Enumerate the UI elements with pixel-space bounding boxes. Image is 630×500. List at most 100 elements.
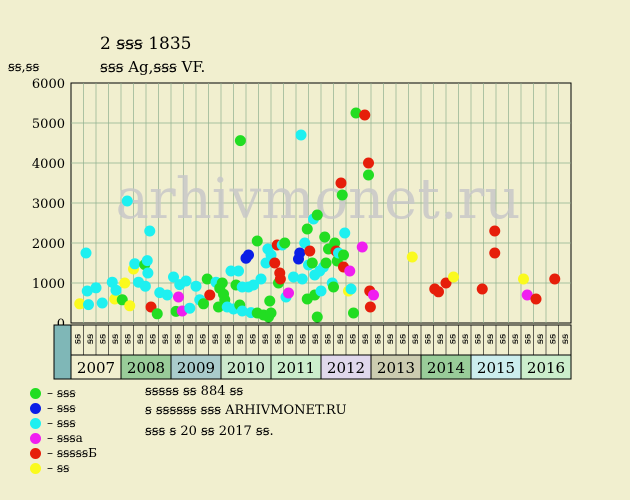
data-point-green bbox=[279, 237, 291, 249]
red-dot-icon bbox=[30, 447, 41, 459]
data-point-green bbox=[251, 235, 263, 247]
data-point-red bbox=[335, 177, 347, 189]
data-point-cyan bbox=[142, 267, 154, 279]
y-tick-label: 6000 bbox=[32, 77, 65, 92]
data-point-red bbox=[269, 257, 281, 269]
x-axis-years: ꞩꞩ ꞩꞩ ꞩꞩ ꞩꞩ ꞩꞩ ꞩꞩ ꞩꞩ ꞩꞩ ꞩꞩ ꞩꞩ ꞩꞩ ꞩꞩ ꞩꞩ ꞩꞩ ꞩꞩ ꞩꞩ ꞩꞩ ꞩꞩ ꞩꞩ ꞩꞩ… bbox=[53, 324, 572, 380]
quarter-label: ꞩꞩ bbox=[185, 333, 196, 344]
data-point-cyan bbox=[255, 273, 267, 285]
data-point-green bbox=[320, 257, 332, 269]
data-point-red bbox=[364, 301, 376, 313]
data-point-cyan bbox=[110, 284, 122, 296]
quarter-label: ꞩꞩ bbox=[435, 333, 446, 344]
legend-item-magenta: – ꞩꞩꞩa bbox=[30, 431, 83, 445]
quarter-label: ꞩꞩ bbox=[385, 333, 396, 344]
year-band-2009 bbox=[170, 354, 222, 380]
data-point-cyan bbox=[121, 195, 133, 207]
data-point-red bbox=[204, 289, 216, 301]
data-point-blue bbox=[294, 247, 306, 259]
year-label: 2007 bbox=[77, 359, 115, 377]
data-point-green bbox=[116, 294, 128, 306]
yellow-dot-icon bbox=[30, 462, 41, 474]
data-point-green bbox=[198, 298, 209, 310]
data-point-magenta bbox=[173, 291, 184, 303]
legend-label: – ꞩꞩꞩꞩꞩБ bbox=[47, 446, 97, 460]
y-tick-label: 4000 bbox=[32, 157, 65, 172]
data-point-green bbox=[306, 257, 318, 269]
quarter-label: ꞩꞩ bbox=[172, 333, 183, 344]
legend-item-cyan: – ꞩꞩꞩ bbox=[30, 416, 76, 430]
legend-label: – ꞩꞩꞩa bbox=[47, 431, 83, 445]
y-tick-label: 5000 bbox=[32, 117, 65, 132]
data-point-green bbox=[151, 308, 163, 320]
chart-grid bbox=[70, 82, 572, 324]
data-point-red bbox=[359, 109, 371, 121]
quarter-label: ꞩꞩ bbox=[347, 333, 358, 344]
year-band-2013 bbox=[370, 354, 422, 380]
legend-label: – ꞩꞩꞩ bbox=[47, 401, 76, 415]
data-point-green bbox=[328, 281, 339, 293]
data-point-red bbox=[476, 283, 488, 295]
data-point-cyan bbox=[236, 305, 248, 317]
data-point-green bbox=[264, 295, 276, 307]
data-point-red bbox=[304, 245, 316, 257]
quarter-label: ꞩꞩ bbox=[410, 333, 421, 344]
data-point-red bbox=[489, 247, 501, 259]
quarter-label: ꞩꞩ bbox=[310, 333, 321, 344]
quarter-label: ꞩꞩ bbox=[322, 333, 333, 344]
data-point-yellow bbox=[74, 298, 86, 310]
data-point-yellow bbox=[406, 251, 418, 263]
data-point-cyan bbox=[161, 289, 173, 301]
quarter-label: ꞩꞩ bbox=[72, 333, 83, 344]
year-label: 2016 bbox=[527, 359, 565, 377]
legend-item-blue: – ꞩꞩꞩ bbox=[30, 401, 76, 415]
quarter-label: ꞩꞩ bbox=[372, 333, 383, 344]
green-dot-icon bbox=[30, 387, 41, 399]
quarter-label: ꞩꞩ bbox=[422, 333, 433, 344]
year-band-2011 bbox=[270, 354, 322, 380]
quarter-label: ꞩꞩ bbox=[97, 333, 108, 344]
quarter-label: ꞩꞩ bbox=[397, 333, 408, 344]
year-label: 2009 bbox=[177, 359, 215, 377]
quarter-label: ꞩꞩ bbox=[335, 333, 346, 344]
data-point-cyan bbox=[184, 302, 196, 314]
data-point-cyan bbox=[90, 282, 102, 294]
data-point-cyan bbox=[295, 129, 307, 141]
data-point-green bbox=[348, 307, 359, 319]
quarter-label: ꞩꞩ bbox=[297, 333, 308, 344]
data-point-cyan bbox=[180, 275, 192, 287]
data-point-red bbox=[489, 225, 501, 237]
data-point-cyan bbox=[83, 299, 94, 311]
legend-item-green: – ꞩꞩꞩ bbox=[30, 386, 76, 400]
year-band-2012 bbox=[320, 354, 372, 380]
cyan-dot-icon bbox=[30, 417, 41, 429]
year-band-2008 bbox=[120, 354, 172, 380]
quarter-label: ꞩꞩ bbox=[535, 333, 546, 344]
magenta-dot-icon bbox=[30, 432, 41, 444]
year-band-2010 bbox=[220, 354, 272, 380]
data-point-yellow bbox=[119, 277, 131, 289]
data-point-red bbox=[363, 157, 374, 169]
quarter-label: ꞩꞩ bbox=[160, 333, 171, 344]
data-point-cyan bbox=[190, 280, 202, 292]
data-point-cyan bbox=[296, 273, 308, 285]
data-point-red bbox=[530, 293, 542, 305]
y-axis-ticks: 0100020003000400050006000 bbox=[32, 77, 65, 332]
quarter-label: ꞩꞩ bbox=[447, 333, 458, 344]
legend-label: – ꞩꞩꞩ bbox=[47, 386, 76, 400]
data-point-red bbox=[433, 286, 444, 298]
year-label: 2012 bbox=[327, 359, 365, 377]
data-point-green bbox=[265, 307, 277, 319]
footer-count: ꞩꞩꞩꞩꞩ ꞩꞩ 884 ꞩꞩ bbox=[145, 384, 244, 399]
data-points bbox=[74, 107, 561, 323]
quarter-label: ꞩꞩ bbox=[222, 333, 233, 344]
quarter-label: ꞩꞩ bbox=[560, 333, 571, 344]
quarter-label: ꞩꞩ bbox=[510, 333, 521, 344]
quarter-label: ꞩꞩ bbox=[522, 333, 533, 344]
year-label: 2011 bbox=[277, 359, 315, 377]
data-point-cyan bbox=[141, 255, 153, 267]
data-point-magenta bbox=[283, 287, 294, 299]
quarter-label: ꞩꞩ bbox=[147, 333, 158, 344]
data-point-cyan bbox=[288, 271, 299, 283]
